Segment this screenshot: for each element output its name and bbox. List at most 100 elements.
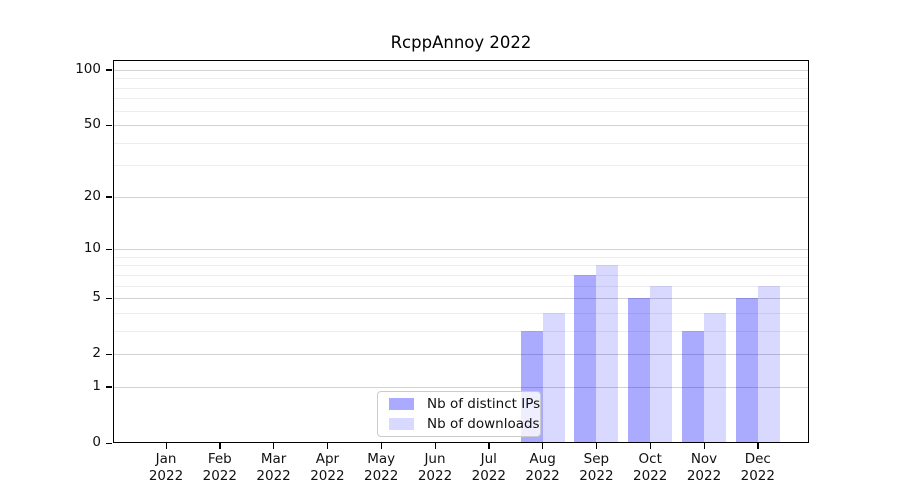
y-axis-tick [106, 353, 112, 355]
gridline-minor [113, 87, 809, 89]
bar-distinct-ips [735, 298, 758, 443]
x-tick-year: 2022 [417, 468, 453, 484]
gridline-minor [113, 265, 809, 267]
gridline-major [113, 249, 809, 251]
y-axis-tick [106, 124, 112, 126]
y-axis-tick [106, 386, 112, 388]
x-tick-year: 2022 [364, 468, 399, 484]
y-axis-tick [106, 69, 112, 71]
x-axis-tick [165, 443, 167, 449]
chart-title: RcppAnnoy 2022 [390, 33, 532, 52]
gridline-minor [113, 274, 809, 276]
x-axis-tick-label: Nov 2022 [672, 451, 736, 485]
gridline-major [113, 196, 809, 198]
bar-downloads [596, 265, 619, 443]
x-tick-year: 2022 [471, 468, 506, 484]
x-axis-tick-label: May 2022 [349, 451, 413, 485]
y-axis-tick-label: 1 [92, 377, 101, 394]
x-tick-month: May [367, 451, 396, 467]
y-axis-tick-label: 50 [83, 116, 101, 133]
x-tick-month: Sep [583, 451, 610, 467]
x-axis-tick [488, 443, 490, 449]
x-axis-tick-label: Dec 2022 [726, 451, 790, 485]
x-tick-year: 2022 [202, 468, 237, 484]
gridline-major [113, 125, 809, 127]
x-tick-month: Aug [529, 451, 556, 467]
x-tick-year: 2022 [579, 468, 614, 484]
x-axis-tick [219, 443, 221, 449]
bar-downloads [704, 312, 726, 443]
x-axis-tick-label: Feb 2022 [188, 451, 252, 485]
x-axis-tick [273, 443, 275, 449]
y-axis-tick [106, 297, 112, 299]
legend-label-downloads: Nb of downloads [427, 416, 540, 432]
x-axis-tick-label: Aug 2022 [511, 451, 575, 485]
plot-area: 0 1 2 5 10 20 50 100 Jan 2022 Feb 2022 Mar 2022 Apr 202… [75, 60, 809, 484]
x-axis-tick-label: Jun 2022 [403, 451, 467, 485]
bar-downloads [757, 285, 780, 443]
x-axis-tick [380, 443, 382, 449]
gridline-minor [113, 312, 809, 314]
gridline-minor [113, 110, 809, 112]
x-tick-year: 2022 [256, 468, 291, 484]
y-axis-tick-label: 2 [92, 345, 101, 362]
y-axis-tick-label: 20 [83, 187, 101, 204]
x-tick-month: Feb [207, 451, 232, 467]
gridline-minor [113, 256, 809, 258]
x-tick-year: 2022 [740, 468, 775, 484]
gridline-minor [113, 142, 809, 144]
gridline-major [113, 354, 809, 356]
x-tick-month: Oct [638, 451, 662, 467]
x-tick-year: 2022 [686, 468, 722, 484]
x-tick-year: 2022 [633, 468, 668, 484]
gridline-major [113, 69, 809, 71]
gridline-major [113, 386, 809, 388]
gridline-minor [113, 330, 809, 332]
x-tick-month: Mar [260, 451, 287, 467]
gridline-minor [113, 78, 809, 80]
x-axis-tick [757, 443, 759, 449]
x-axis-tick [326, 443, 329, 449]
x-axis-tick-label: Sep 2022 [564, 451, 628, 485]
x-axis-tick-label: Jan 2022 [134, 451, 198, 485]
legend-swatch-distinct-ips [389, 398, 414, 410]
x-axis-tick-label: Mar 2022 [242, 451, 306, 485]
legend-row-distinct-ips: Nb of distinct IPs [389, 396, 540, 412]
x-tick-year: 2022 [525, 468, 560, 484]
x-tick-month: Nov [690, 451, 718, 467]
legend: Nb of distinct IPs Nb of downloads [377, 391, 541, 437]
y-axis-tick-label: 10 [83, 240, 101, 257]
x-axis-tick-label: Apr 2022 [295, 451, 359, 485]
bar-distinct-ips [574, 274, 597, 443]
x-tick-year: 2022 [310, 468, 345, 484]
x-axis-tick [542, 443, 544, 449]
y-axis-tick [106, 196, 112, 198]
x-axis-tick [703, 443, 705, 449]
gridline-minor [113, 285, 809, 287]
legend-row-downloads: Nb of downloads [389, 416, 540, 432]
legend-label-distinct-ips: Nb of distinct IPs [427, 396, 541, 412]
bar-distinct-ips [682, 330, 704, 443]
legend-swatch-downloads [389, 418, 414, 430]
x-axis-tick [649, 443, 651, 449]
x-axis-tick-label: Jul 2022 [457, 451, 521, 485]
x-tick-month: Jul [480, 451, 497, 467]
gridline-minor [113, 165, 809, 167]
bar-downloads [650, 285, 673, 443]
y-axis-tick-label: 100 [75, 60, 101, 77]
x-tick-month: Apr [315, 451, 340, 467]
bar-distinct-ips [628, 298, 651, 443]
gridline-major [113, 298, 809, 300]
x-tick-month: Dec [744, 451, 771, 467]
y-axis-tick [106, 442, 112, 444]
gridline-minor [113, 98, 809, 100]
x-tick-month: Jun [424, 451, 446, 467]
y-axis-tick [106, 248, 112, 250]
y-axis-tick-label: 5 [92, 289, 101, 306]
x-tick-month: Jan [155, 451, 177, 467]
x-axis-tick [595, 443, 598, 449]
y-axis-tick-label: 0 [92, 434, 101, 450]
x-axis-tick-label: Oct 2022 [618, 451, 682, 485]
x-tick-year: 2022 [148, 468, 184, 484]
